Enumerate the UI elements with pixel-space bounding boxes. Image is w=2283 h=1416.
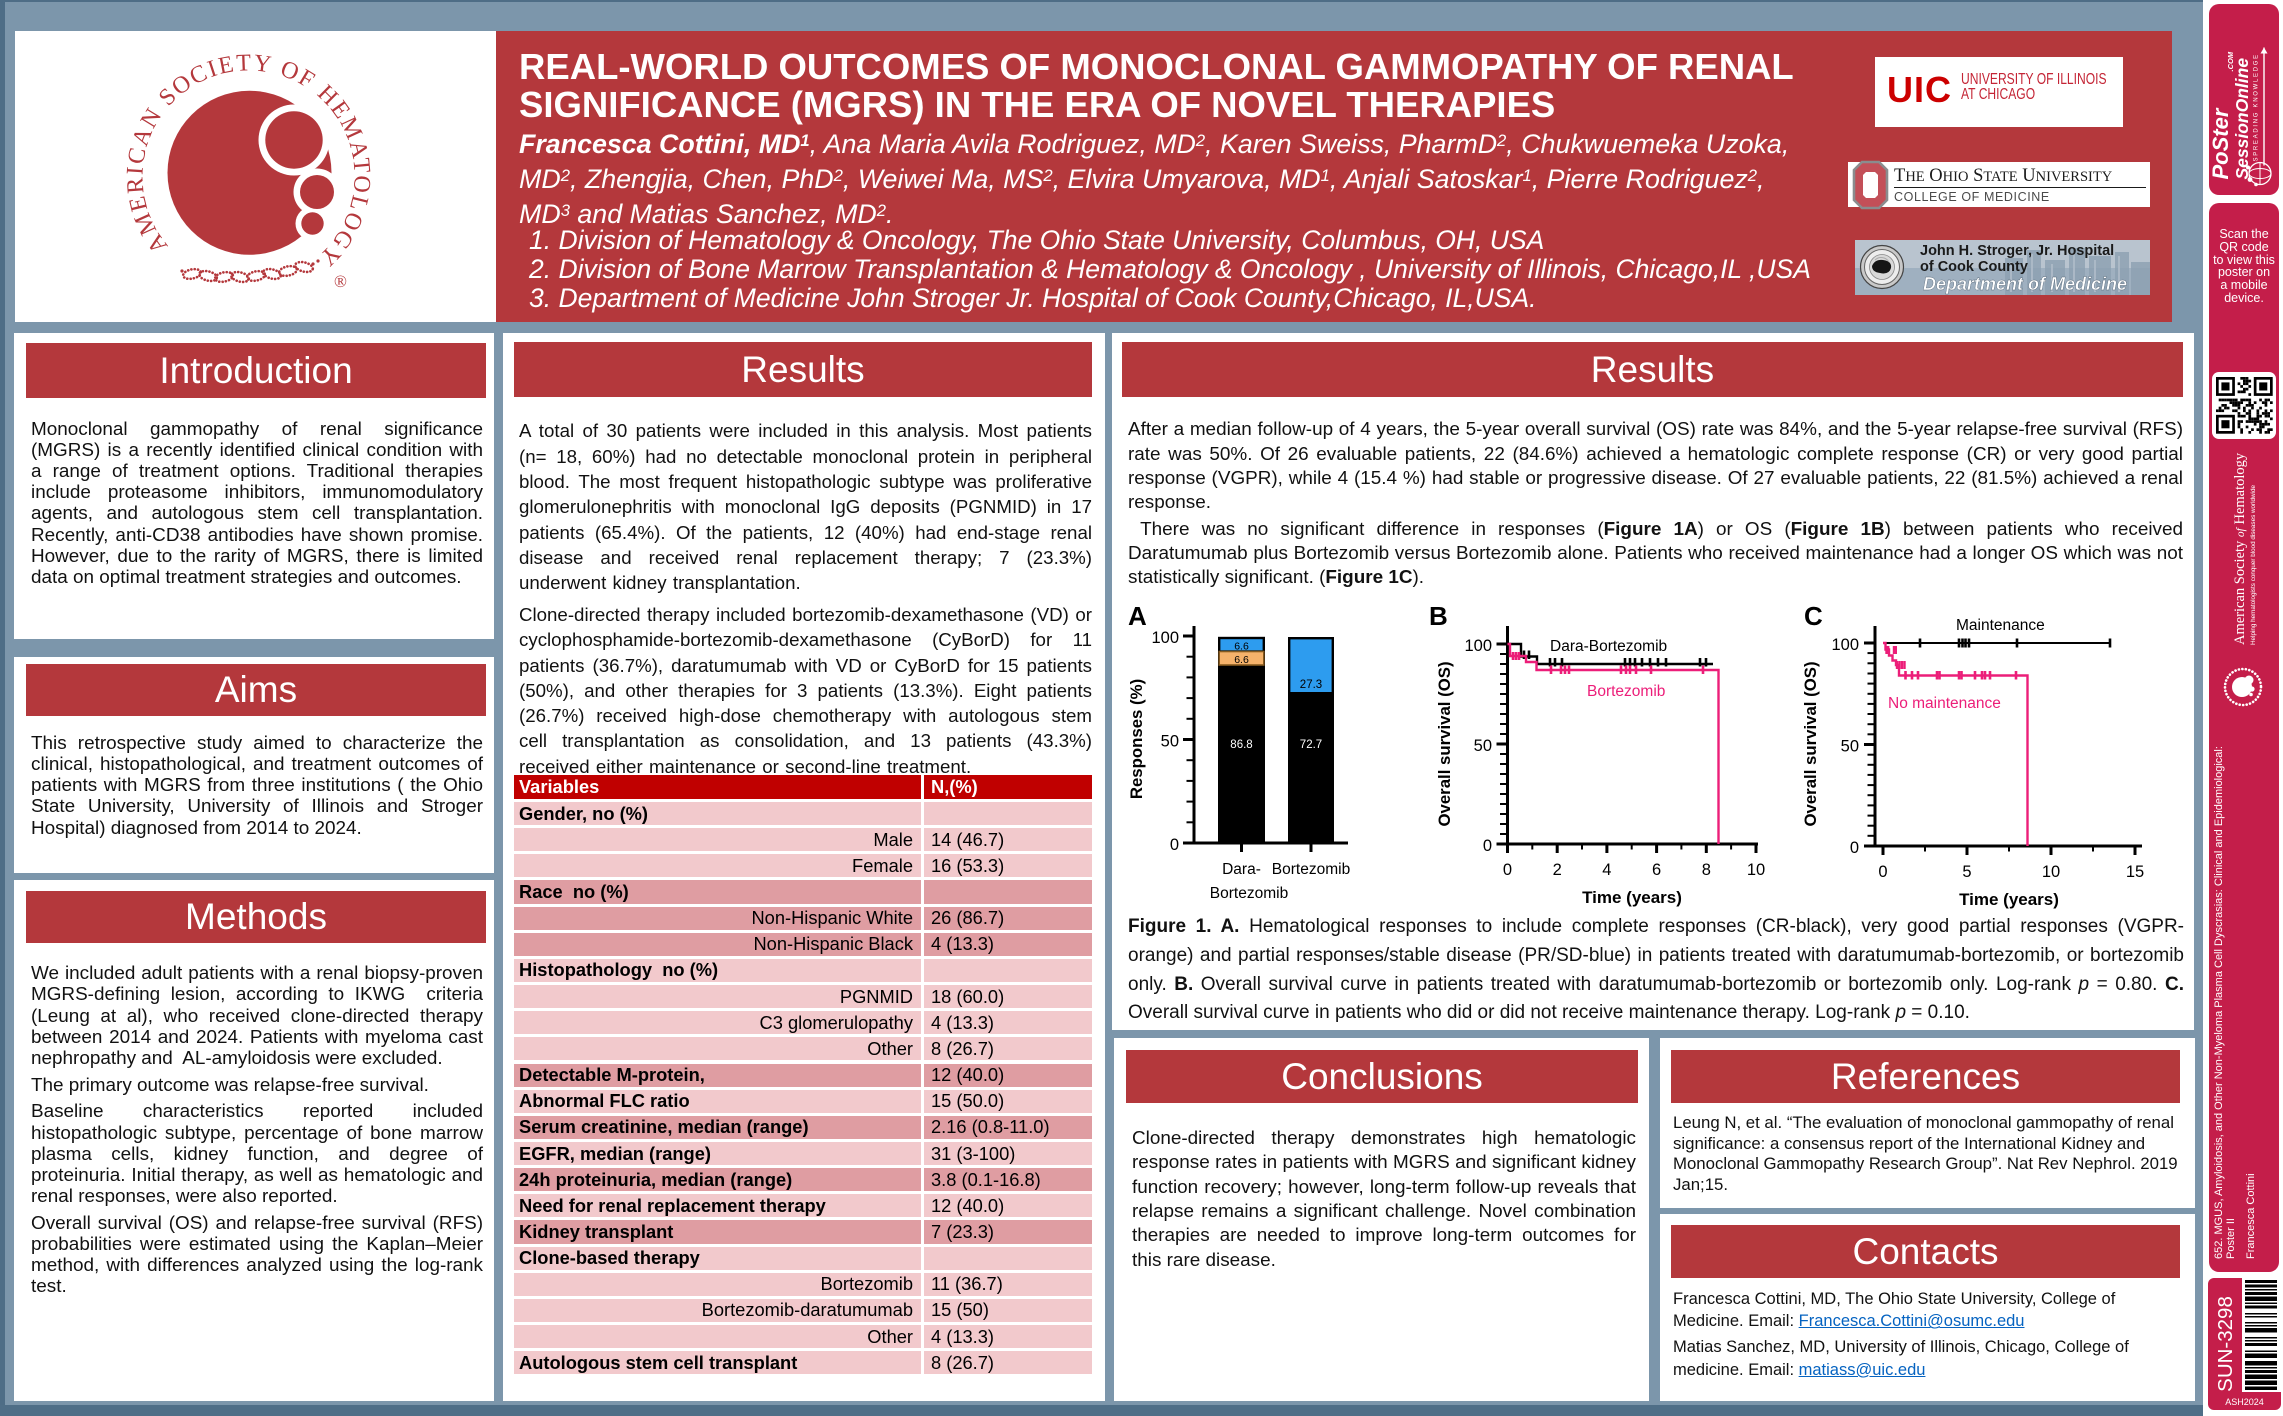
svg-text:15: 15: [2126, 863, 2144, 881]
svg-text:50: 50: [1841, 738, 1859, 756]
svg-text:0: 0: [1850, 839, 1859, 857]
svg-text:8: 8: [1702, 861, 1711, 879]
svg-text:C: C: [1804, 601, 1823, 631]
svg-text:A: A: [1128, 601, 1147, 631]
svg-text:SessionOnline: SessionOnline: [2232, 58, 2252, 180]
svg-text:Time (years): Time (years): [1582, 888, 1682, 907]
svg-text:No maintenance: No maintenance: [1888, 695, 2001, 712]
svg-text:72.7: 72.7: [1300, 739, 1322, 751]
svg-text:6: 6: [1652, 861, 1661, 879]
svg-text:PoSter: PoSter: [2209, 107, 2233, 179]
svg-text:of Cook County: of Cook County: [1920, 259, 2028, 275]
svg-text:0: 0: [1483, 837, 1492, 855]
svg-text:10: 10: [1747, 861, 1765, 879]
svg-text:Bortezomib: Bortezomib: [1272, 861, 1350, 878]
svg-text:100: 100: [1464, 637, 1492, 655]
svg-text:Overall survival (OS): Overall survival (OS): [1801, 661, 1820, 826]
svg-text:0: 0: [1878, 863, 1887, 881]
svg-text:50: 50: [1474, 737, 1492, 755]
svg-text:2: 2: [1553, 861, 1562, 879]
svg-text:Time (years): Time (years): [1959, 890, 2059, 909]
svg-text:®: ®: [334, 272, 347, 291]
svg-text:100: 100: [1151, 629, 1179, 647]
svg-text:Department of Medicine: Department of Medicine: [1923, 274, 2127, 294]
svg-text:4: 4: [1602, 861, 1611, 879]
svg-text:Responses (%): Responses (%): [1127, 679, 1146, 799]
svg-text:100: 100: [1831, 636, 1859, 654]
svg-text:B: B: [1429, 601, 1448, 631]
svg-text:10: 10: [2042, 863, 2060, 881]
svg-text:0: 0: [1503, 861, 1512, 879]
svg-text:Bortezomib: Bortezomib: [1210, 885, 1288, 902]
svg-text:27.3: 27.3: [1300, 679, 1322, 691]
svg-text:Bortezomib: Bortezomib: [1587, 683, 1665, 700]
svg-text:Maintenance: Maintenance: [1956, 617, 2045, 634]
svg-text:Overall survival (OS): Overall survival (OS): [1435, 661, 1454, 826]
svg-text:86.8: 86.8: [1230, 739, 1252, 751]
svg-text:5: 5: [1962, 863, 1971, 881]
svg-text:John H. Stroger, Jr. Hospital: John H. Stroger, Jr. Hospital: [1920, 243, 2114, 259]
svg-text:0: 0: [1170, 836, 1179, 854]
svg-text:Dara-Bortezomib: Dara-Bortezomib: [1550, 638, 1667, 655]
svg-text:50: 50: [1161, 733, 1179, 751]
svg-text:SPREADING KNOWLEDGE: SPREADING KNOWLEDGE: [2254, 53, 2260, 161]
svg-text:6.6: 6.6: [1234, 654, 1249, 666]
svg-text:6.6: 6.6: [1234, 641, 1249, 653]
svg-text:Dara-: Dara-: [1222, 861, 1261, 878]
svg-text:.COM: .COM: [2226, 51, 2235, 71]
